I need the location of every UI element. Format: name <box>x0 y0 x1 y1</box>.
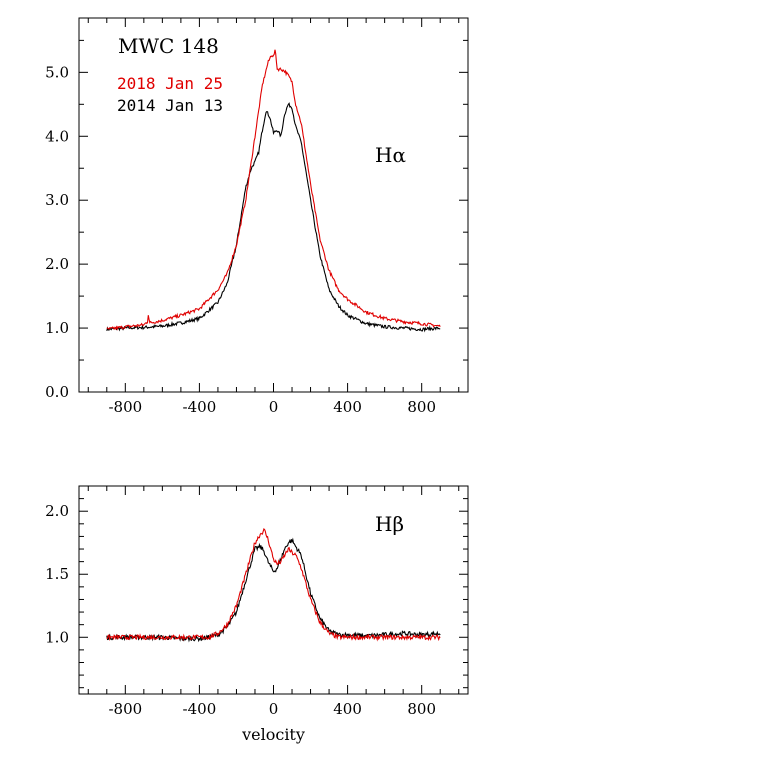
y-tick-label: 5.0 <box>45 63 69 81</box>
x-tick-label: 800 <box>407 398 436 416</box>
hbeta-panel: -800 -400 0 400 800 1.0 1.5 2.0 Hβ velocity <box>45 485 469 744</box>
legend-entry: 2018 Jan 25 <box>117 74 223 93</box>
x-tick-label: -800 <box>108 398 142 416</box>
y-tick-label: 4.0 <box>45 127 69 145</box>
series-line-1 <box>106 102 441 333</box>
legend-entry: 2014 Jan 13 <box>117 96 223 115</box>
y-tick-label: 1.5 <box>45 565 69 583</box>
x-tick-label: 400 <box>333 398 362 416</box>
y-tick-label: 1.0 <box>45 319 69 337</box>
y-tick-label: 2.0 <box>45 502 69 520</box>
series-line-0 <box>106 49 441 331</box>
x-tick-label: 0 <box>269 700 279 718</box>
y-tick-label: 3.0 <box>45 191 69 209</box>
x-axis-label: velocity <box>241 725 305 744</box>
y-tick-label: 2.0 <box>45 255 69 273</box>
line-label: Hα <box>375 143 406 167</box>
series-line-1 <box>106 537 441 643</box>
halpha-panel: -800 -400 0 400 800 0.0 1.0 2.0 3.0 4.0 5.0 Hα MWC 1… <box>45 17 469 416</box>
y-tick-label: 0.0 <box>45 383 69 401</box>
x-tick-label: 400 <box>333 700 362 718</box>
x-tick-label: -400 <box>183 398 217 416</box>
x-tick-label: 0 <box>269 398 279 416</box>
x-tick-label: -800 <box>108 700 142 718</box>
x-tick-label: -400 <box>183 700 217 718</box>
chart-title: MWC 148 <box>118 34 219 58</box>
plot-frame <box>78 485 469 695</box>
y-tick-label: 1.0 <box>45 628 69 646</box>
x-tick-label: 800 <box>407 700 436 718</box>
line-label: Hβ <box>375 512 404 536</box>
series-line-0 <box>106 528 441 642</box>
